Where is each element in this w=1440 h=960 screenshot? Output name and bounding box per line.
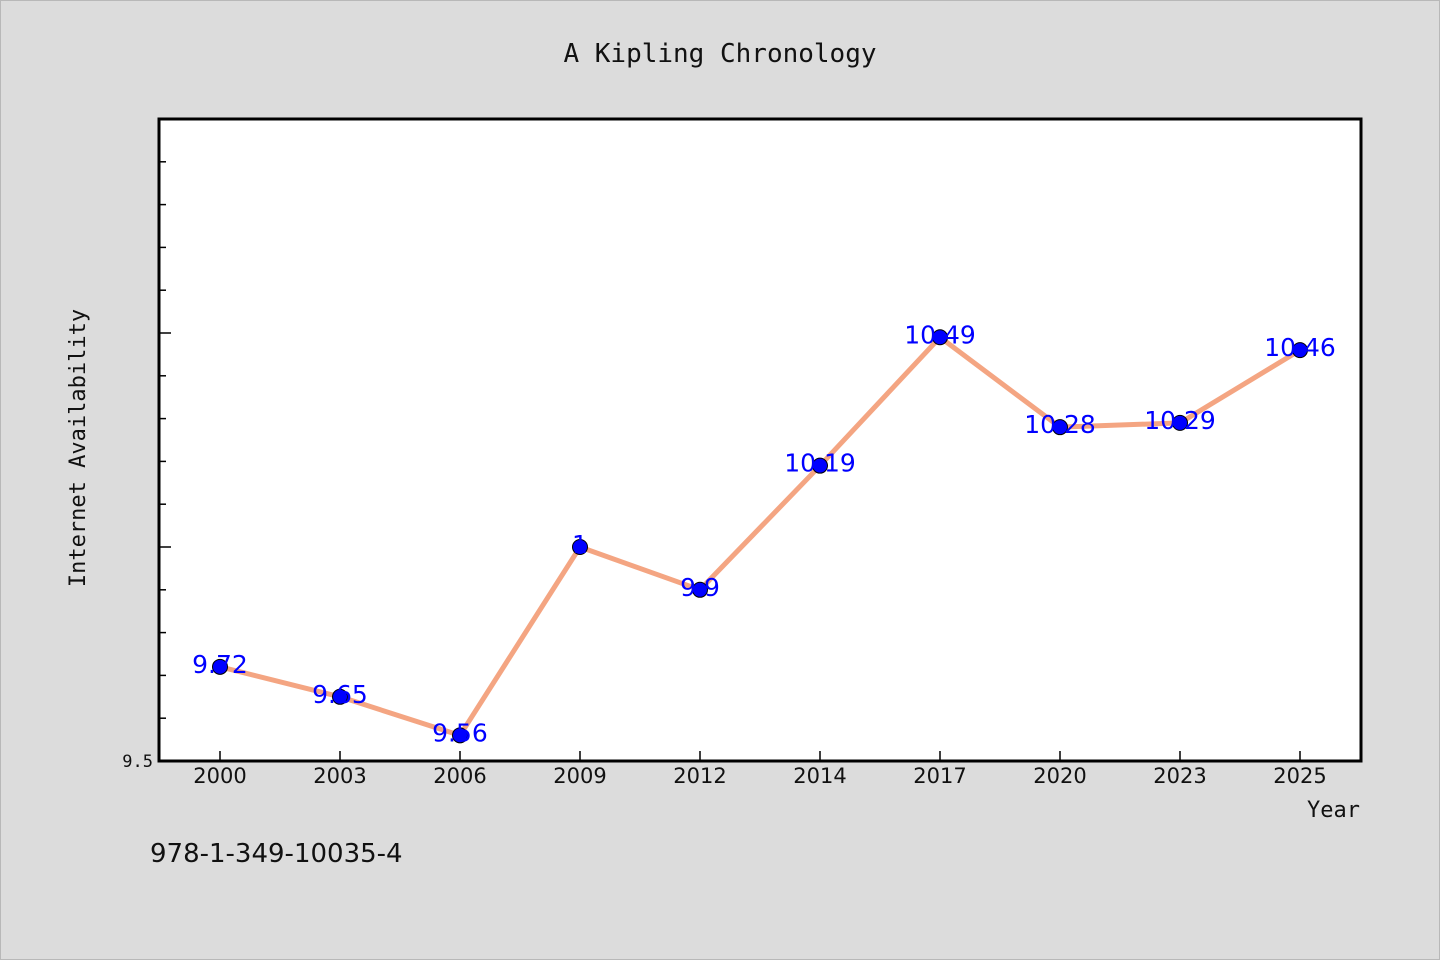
data-label: 10.19	[784, 449, 856, 478]
data-markers	[212, 329, 1308, 744]
data-point	[1052, 419, 1068, 436]
isbn-note: 978-1-349-10035-4	[150, 839, 403, 869]
data-label: 10.29	[1144, 406, 1216, 435]
y-tick-label: 9.5	[122, 752, 153, 772]
y-axis-ticks	[159, 118, 171, 762]
x-tick-label: 2017	[913, 764, 966, 788]
x-axis-ticks	[219, 751, 1301, 761]
chart-title: A Kipling Chronology	[563, 39, 876, 69]
x-axis-tick-labels: 2000 2003 2006 2009 2012 2014 2017 2020 2023 2025	[193, 764, 1326, 788]
data-label: 10.28	[1024, 410, 1096, 439]
data-label: 9.56	[432, 718, 488, 747]
data-point	[572, 539, 588, 555]
y-axis-label: Internet Availability	[66, 309, 91, 587]
data-point	[932, 329, 948, 346]
data-label: 9.65	[312, 680, 368, 709]
data-label: 1	[572, 530, 588, 559]
x-tick-label: 2025	[1273, 764, 1326, 788]
series-line	[217, 334, 1303, 738]
data-label: 10.49	[904, 320, 976, 349]
data-label: 9.72	[192, 650, 248, 679]
data-label: 10.46	[1264, 333, 1336, 362]
x-tick-label: 2020	[1033, 764, 1086, 788]
x-axis-label: Year	[1307, 798, 1360, 823]
data-point	[1292, 342, 1308, 359]
x-tick-label: 2003	[313, 764, 366, 788]
data-point	[332, 688, 348, 705]
x-tick-label: 2012	[673, 764, 726, 788]
data-point	[452, 727, 468, 744]
x-tick-label: 2009	[553, 764, 606, 788]
data-label: 9.9	[680, 573, 720, 602]
data-point	[1172, 414, 1188, 431]
data-point	[212, 658, 228, 675]
data-point	[812, 457, 828, 474]
data-labels: 9.72 9.65 9.56 1 9.9 10.19 10.49 10.28 10.29 10.4…	[192, 320, 1336, 747]
x-tick-label: 2000	[193, 764, 246, 788]
y-axis-tick-labels: 9.5	[122, 752, 153, 772]
plot-area	[157, 117, 1363, 763]
x-tick-label: 2023	[1153, 764, 1206, 788]
data-point	[692, 581, 708, 598]
x-tick-label: 2006	[433, 764, 486, 788]
x-tick-label: 2014	[793, 764, 846, 788]
